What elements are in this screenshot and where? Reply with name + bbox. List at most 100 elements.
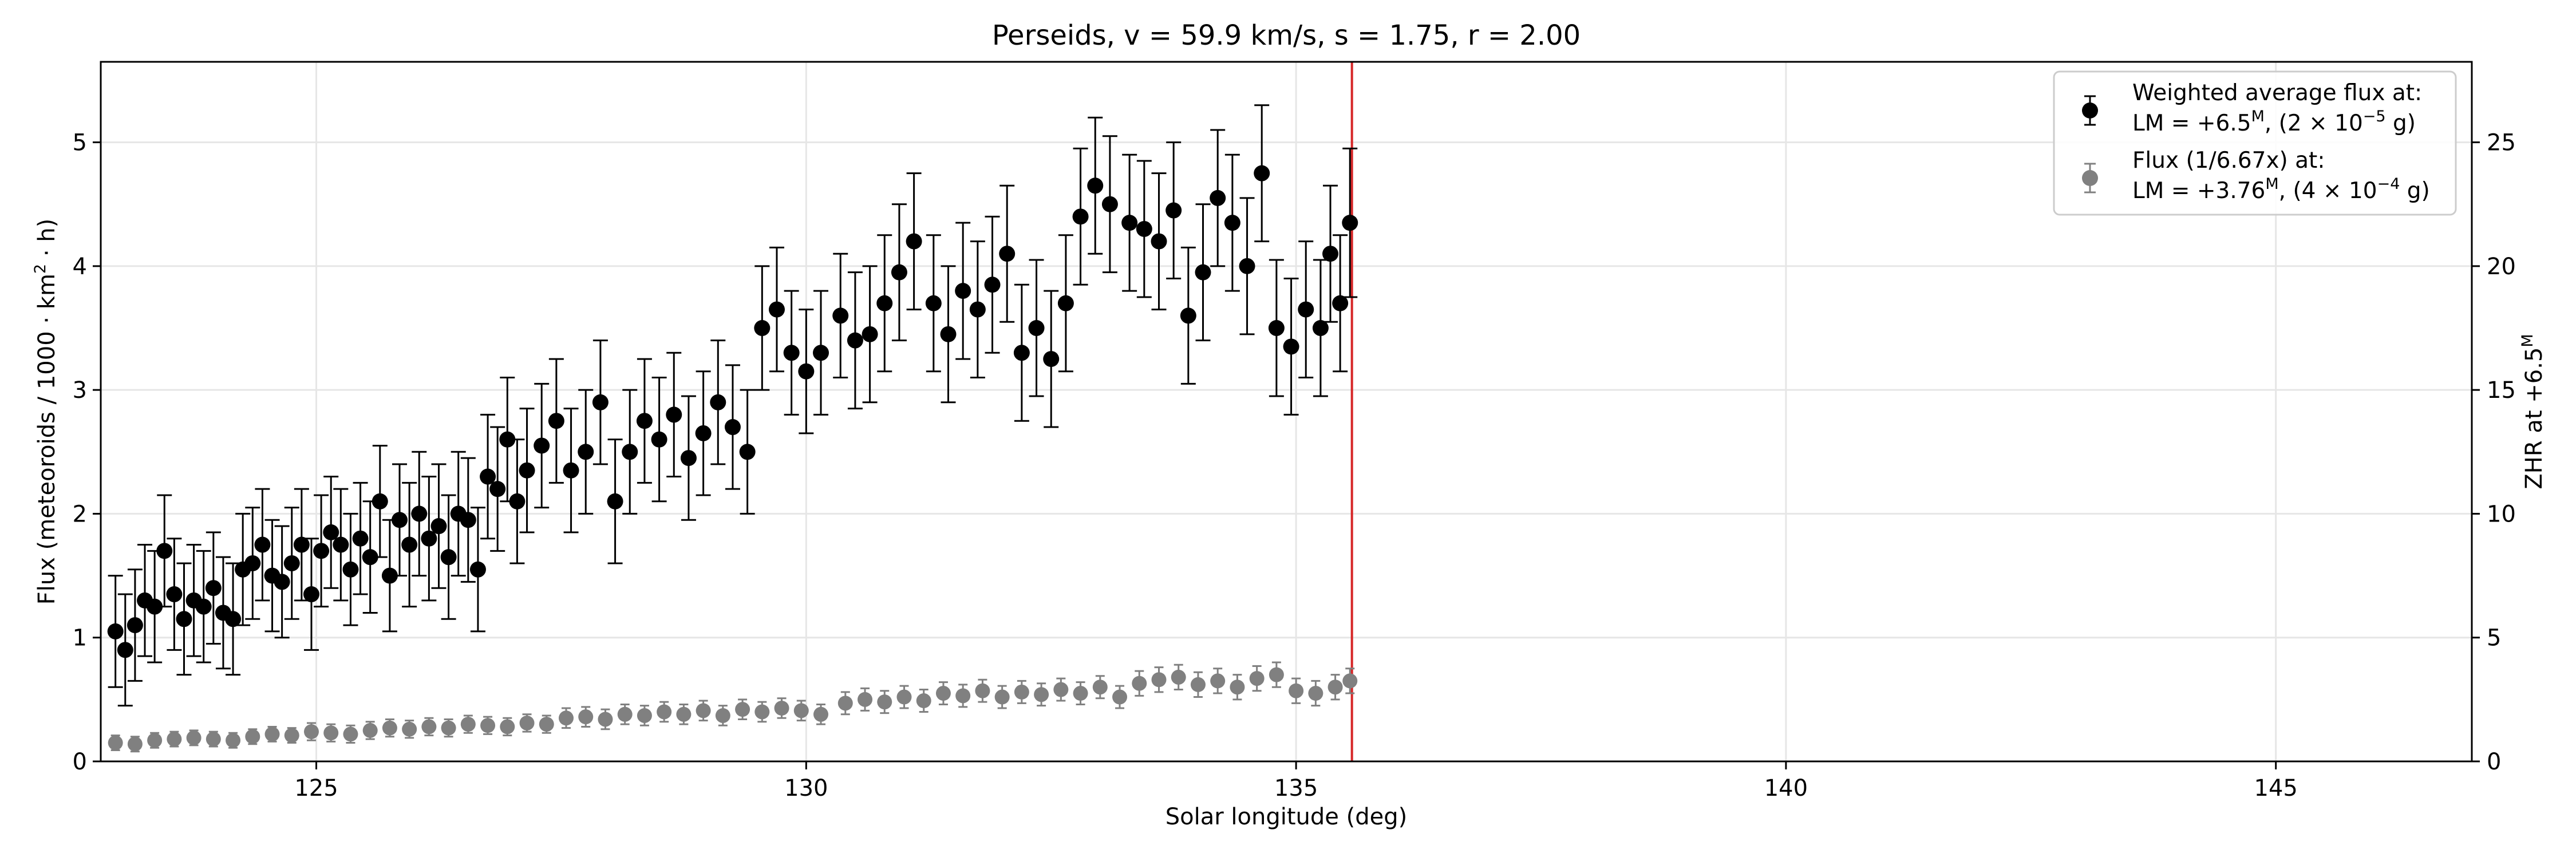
data-point bbox=[994, 689, 1010, 705]
y-right-tick-label: 10 bbox=[2487, 501, 2516, 527]
data-point bbox=[1087, 177, 1104, 194]
data-point bbox=[1322, 246, 1339, 262]
data-point bbox=[680, 450, 697, 467]
data-point bbox=[847, 332, 863, 349]
data-point bbox=[489, 481, 506, 497]
data-point bbox=[1053, 682, 1069, 697]
data-point bbox=[392, 512, 408, 528]
data-point bbox=[637, 708, 652, 723]
data-point bbox=[1073, 686, 1088, 701]
series-layer bbox=[107, 104, 1358, 753]
data-point bbox=[245, 729, 260, 744]
data-point bbox=[906, 233, 922, 250]
y-tick-label: 3 bbox=[73, 377, 87, 404]
data-point bbox=[1136, 220, 1152, 237]
data-point bbox=[293, 536, 310, 553]
data-point bbox=[798, 363, 815, 380]
x-tick-label: 145 bbox=[2254, 775, 2298, 801]
data-point bbox=[225, 611, 242, 627]
data-point bbox=[284, 728, 299, 743]
data-point bbox=[440, 549, 457, 566]
data-point bbox=[1014, 684, 1029, 700]
data-point bbox=[1283, 338, 1299, 355]
y-tick-label: 0 bbox=[73, 749, 87, 775]
data-point bbox=[1151, 672, 1167, 688]
data-point bbox=[1308, 686, 1323, 701]
data-point bbox=[147, 733, 163, 748]
data-point bbox=[1224, 215, 1240, 231]
data-point bbox=[558, 710, 574, 726]
data-point bbox=[1269, 667, 1284, 682]
data-point bbox=[206, 732, 221, 747]
data-point bbox=[1043, 351, 1060, 368]
data-point bbox=[636, 413, 653, 429]
data-point bbox=[186, 730, 202, 745]
data-point bbox=[876, 295, 893, 311]
data-point bbox=[695, 425, 712, 441]
x-tick-label: 130 bbox=[784, 775, 828, 801]
data-point bbox=[1034, 687, 1049, 702]
data-point bbox=[195, 598, 212, 615]
data-point bbox=[303, 586, 319, 603]
series-scaled-flux bbox=[108, 661, 1358, 753]
data-point bbox=[176, 611, 192, 627]
legend-label-flux-scaled-line1: Flux (1/6.67x) at: bbox=[2132, 148, 2325, 173]
data-point bbox=[1092, 680, 1108, 695]
data-point bbox=[657, 704, 672, 720]
data-point bbox=[1190, 677, 1206, 692]
legend-marker-flux-scaled bbox=[2082, 163, 2098, 193]
data-point bbox=[226, 733, 241, 748]
data-point bbox=[1151, 233, 1167, 250]
data-point bbox=[676, 706, 692, 722]
data-point bbox=[117, 642, 133, 658]
data-point bbox=[1180, 307, 1196, 324]
data-point bbox=[283, 555, 300, 571]
data-point bbox=[430, 518, 447, 535]
data-point bbox=[480, 718, 496, 733]
y-tick-label: 4 bbox=[73, 254, 87, 280]
data-point bbox=[1298, 301, 1314, 318]
data-point bbox=[401, 536, 418, 553]
data-point bbox=[362, 549, 378, 566]
data-point bbox=[735, 702, 750, 717]
x-tick-label: 140 bbox=[1764, 775, 1808, 801]
data-point bbox=[1342, 215, 1358, 231]
data-point bbox=[1121, 215, 1138, 231]
data-point bbox=[925, 295, 942, 311]
data-point bbox=[372, 493, 388, 510]
y-right-tick-label: 0 bbox=[2487, 749, 2501, 775]
data-point bbox=[1072, 208, 1089, 225]
data-point bbox=[969, 301, 986, 318]
data-point bbox=[1289, 683, 1304, 698]
data-point bbox=[205, 580, 222, 597]
plot-frame bbox=[100, 61, 2473, 763]
data-point bbox=[381, 567, 398, 584]
y-tick-label: 2 bbox=[73, 501, 87, 527]
data-point bbox=[916, 693, 931, 709]
data-point bbox=[107, 623, 124, 639]
data-point bbox=[739, 444, 756, 460]
data-point bbox=[1210, 189, 1226, 206]
legend: Weighted average flux at: LM = +6.5M, (2… bbox=[2053, 70, 2457, 216]
data-point bbox=[1028, 320, 1045, 337]
data-point bbox=[975, 683, 990, 698]
data-point bbox=[548, 413, 564, 429]
data-point bbox=[333, 536, 349, 553]
data-point bbox=[563, 462, 579, 479]
data-point bbox=[724, 419, 741, 436]
data-point bbox=[955, 283, 971, 299]
data-point bbox=[147, 598, 163, 615]
legend-box bbox=[2053, 70, 2457, 216]
y-right-tick-label: 15 bbox=[2487, 377, 2516, 404]
y-tick-label: 5 bbox=[73, 130, 87, 156]
data-point bbox=[999, 246, 1016, 262]
data-point bbox=[1171, 669, 1186, 685]
data-point bbox=[441, 720, 456, 736]
data-point bbox=[509, 493, 526, 510]
data-point bbox=[651, 431, 667, 448]
y-right-tick-label: 5 bbox=[2487, 625, 2501, 651]
data-point bbox=[1254, 165, 1270, 181]
data-point bbox=[896, 689, 912, 705]
data-point bbox=[421, 719, 437, 734]
data-point bbox=[832, 307, 849, 324]
